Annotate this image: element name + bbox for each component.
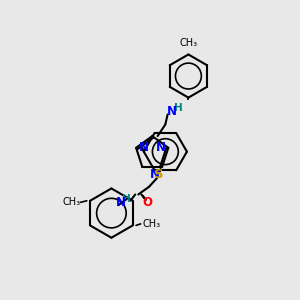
Text: CH₃: CH₃ — [179, 38, 197, 48]
Text: N: N — [116, 196, 126, 209]
Text: H: H — [122, 194, 130, 204]
Text: S: S — [154, 168, 163, 181]
Text: H: H — [174, 103, 183, 112]
Text: N: N — [138, 141, 148, 154]
Text: N: N — [167, 105, 176, 118]
Text: N: N — [150, 168, 160, 181]
Text: CH₃: CH₃ — [142, 219, 160, 229]
Text: O: O — [142, 196, 152, 209]
Text: CH₃: CH₃ — [62, 197, 81, 207]
Text: N: N — [156, 141, 166, 154]
